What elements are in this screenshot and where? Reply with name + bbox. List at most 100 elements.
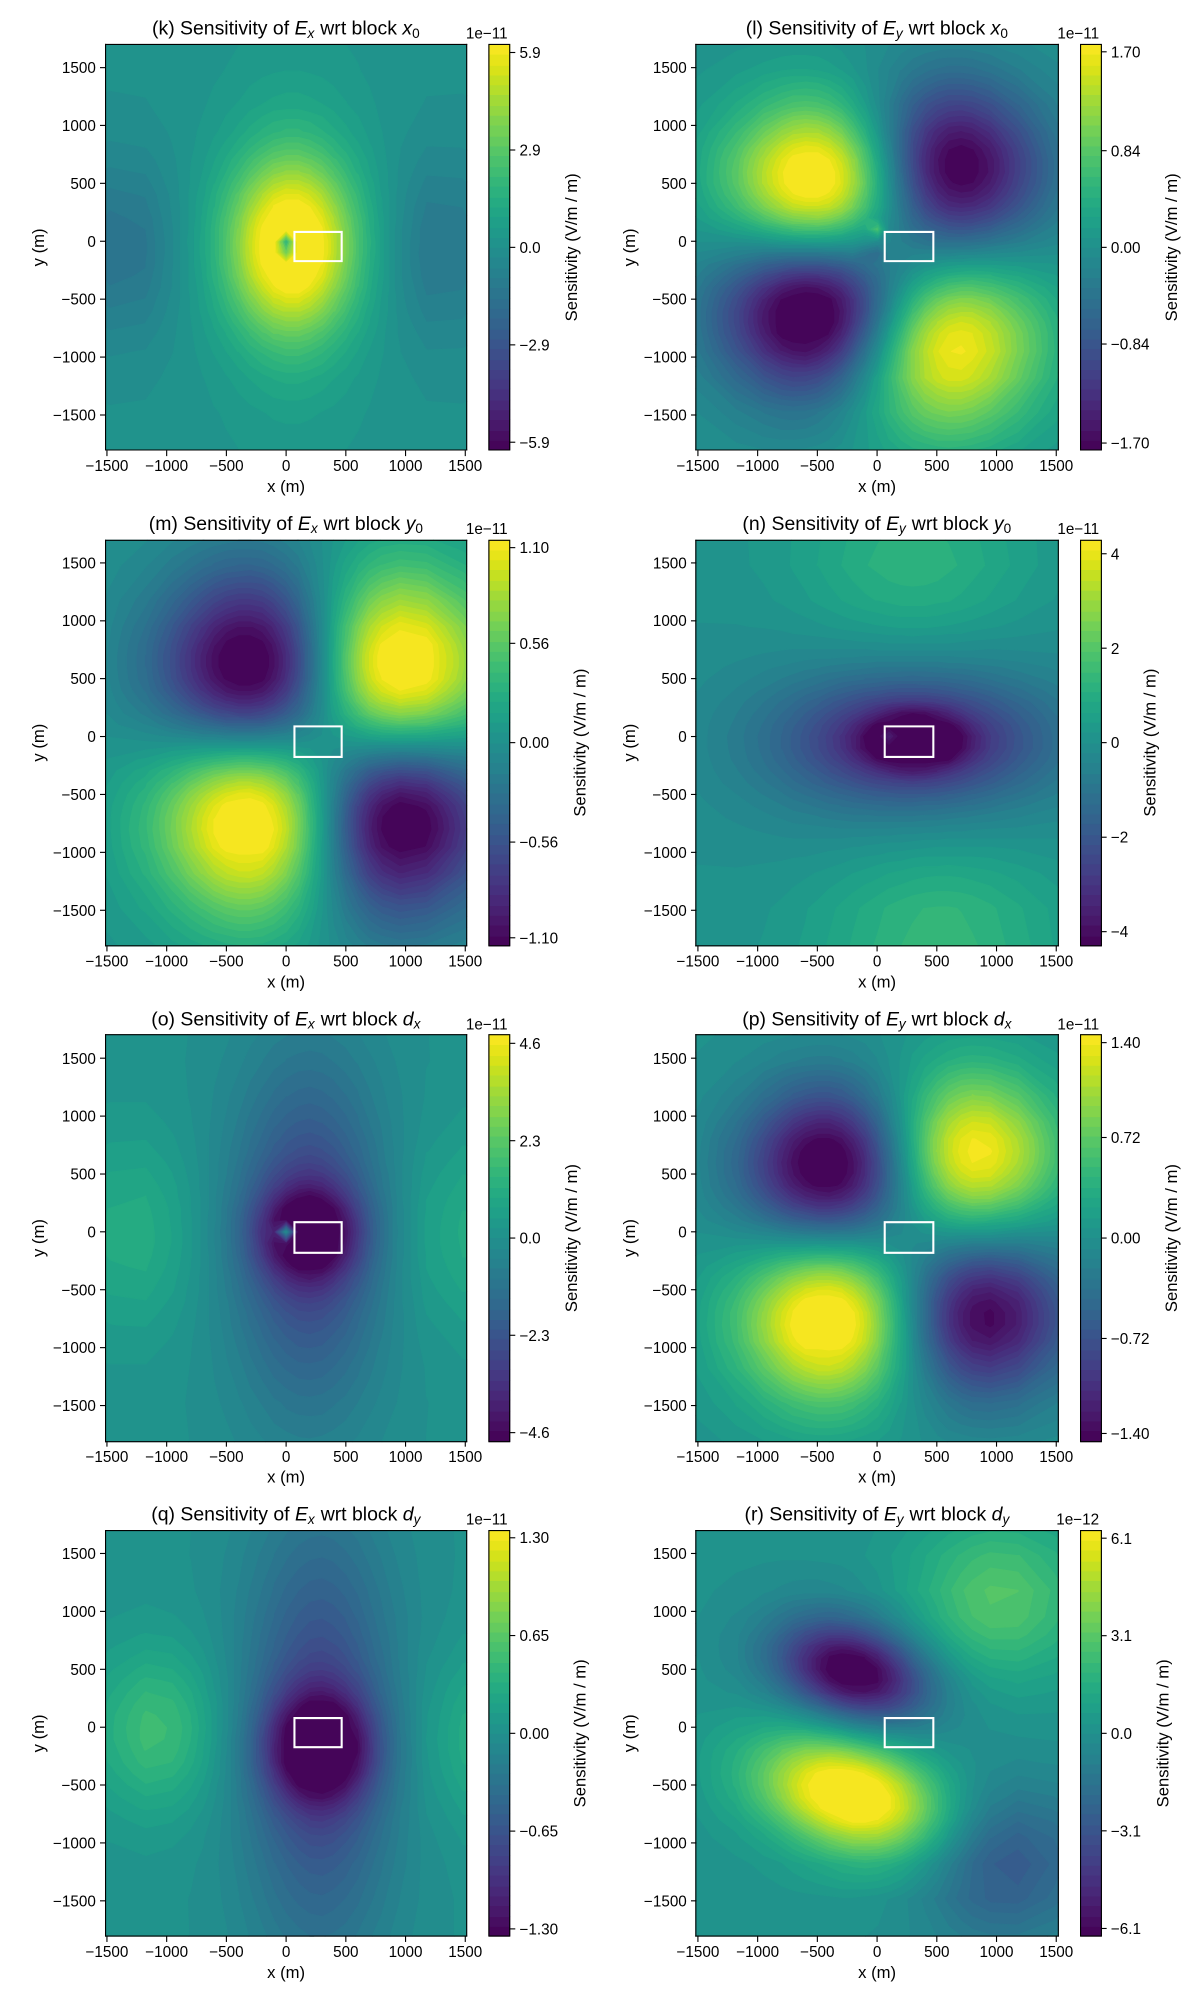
svg-text:−1000: −1000 — [644, 845, 687, 862]
svg-text:1e−12: 1e−12 — [1056, 1512, 1099, 1529]
svg-text:4: 4 — [1111, 546, 1120, 563]
svg-text:−1000: −1000 — [644, 1340, 687, 1357]
svg-text:−1000: −1000 — [53, 845, 96, 862]
svg-text:500: 500 — [70, 671, 95, 688]
svg-text:−1.10: −1.10 — [519, 930, 558, 947]
svg-text:−6.1: −6.1 — [1111, 1921, 1141, 1938]
svg-text:1.30: 1.30 — [519, 1530, 549, 1547]
svg-text:−1500: −1500 — [53, 903, 96, 920]
svg-text:Sensitivity (V/m / m): Sensitivity (V/m / m) — [570, 669, 589, 817]
svg-text:y (m): y (m) — [620, 1714, 639, 1752]
svg-text:−500: −500 — [61, 1282, 95, 1299]
svg-text:y (m): y (m) — [620, 724, 639, 762]
svg-text:2: 2 — [1111, 641, 1119, 658]
svg-text:1000: 1000 — [62, 118, 96, 135]
svg-text:1500: 1500 — [448, 954, 482, 971]
svg-text:5.9: 5.9 — [519, 45, 540, 62]
svg-text:6.1: 6.1 — [1111, 1531, 1132, 1548]
svg-text:−1500: −1500 — [86, 954, 129, 971]
svg-text:−500: −500 — [800, 954, 834, 971]
svg-text:4.6: 4.6 — [519, 1036, 540, 1053]
svg-text:1000: 1000 — [62, 1109, 96, 1126]
svg-text:−4: −4 — [1111, 924, 1129, 941]
svg-text:−1500: −1500 — [53, 1893, 96, 1910]
svg-text:0: 0 — [873, 1449, 882, 1466]
svg-text:( l ) S e n s i t i v i t y: ( l ) S e n s i t i v i t y o f w r t b … — [746, 15, 1009, 43]
svg-text:−1.30: −1.30 — [519, 1921, 558, 1938]
svg-text:0: 0 — [87, 1720, 96, 1737]
svg-text:0: 0 — [678, 234, 687, 251]
svg-text:1500: 1500 — [448, 1944, 482, 1961]
svg-text:−500: −500 — [61, 1778, 95, 1795]
svg-text:−1000: −1000 — [644, 1835, 687, 1852]
svg-text:x (m): x (m) — [858, 972, 896, 991]
svg-text:0: 0 — [87, 234, 96, 251]
svg-text:0.84: 0.84 — [1111, 143, 1141, 160]
svg-text:−1000: −1000 — [145, 458, 188, 475]
svg-text:−0.72: −0.72 — [1111, 1331, 1150, 1348]
svg-text:500: 500 — [924, 954, 949, 971]
svg-text:0: 0 — [282, 1449, 290, 1466]
svg-text:Sensitivity (V/m / m): Sensitivity (V/m / m) — [1153, 1659, 1172, 1807]
svg-text:3.1: 3.1 — [1111, 1628, 1132, 1645]
svg-text:x (m): x (m) — [267, 1963, 305, 1982]
svg-text:−1500: −1500 — [676, 1944, 719, 1961]
svg-text:500: 500 — [661, 1662, 686, 1679]
svg-text:1e−11: 1e−11 — [1057, 521, 1099, 538]
svg-text:−500: −500 — [652, 787, 686, 804]
svg-text:1000: 1000 — [980, 458, 1014, 475]
svg-text:0: 0 — [678, 1224, 687, 1241]
svg-text:0.72: 0.72 — [1111, 1130, 1141, 1147]
svg-text:−2: −2 — [1111, 830, 1128, 847]
svg-text:−500: −500 — [652, 1778, 686, 1795]
svg-text:−500: −500 — [209, 954, 243, 971]
svg-text:Sensitivity (V/m / m): Sensitivity (V/m / m) — [562, 173, 581, 321]
svg-text:−1500: −1500 — [53, 408, 96, 425]
svg-text:2.3: 2.3 — [519, 1133, 540, 1150]
svg-text:Sensitivity (V/m / m): Sensitivity (V/m / m) — [562, 1164, 581, 1312]
svg-text:0.0: 0.0 — [519, 1230, 540, 1247]
svg-text:0: 0 — [87, 1224, 96, 1241]
svg-text:−1000: −1000 — [145, 954, 188, 971]
svg-text:( p ) S e n s i t i v i t y: ( p ) S e n s i t i v i t y o f w r t b … — [742, 1005, 1012, 1033]
svg-text:−1500: −1500 — [644, 1893, 687, 1910]
svg-text:1500: 1500 — [62, 555, 96, 572]
svg-text:1500: 1500 — [653, 1051, 687, 1068]
svg-text:−1000: −1000 — [53, 1835, 96, 1852]
svg-text:−1500: −1500 — [676, 458, 719, 475]
svg-text:−1500: −1500 — [676, 1449, 719, 1466]
svg-text:1500: 1500 — [62, 1051, 96, 1068]
svg-text:−1500: −1500 — [53, 1398, 96, 1415]
svg-text:−1000: −1000 — [736, 458, 779, 475]
svg-text:1e−11: 1e−11 — [466, 1512, 508, 1529]
svg-text:1500: 1500 — [448, 1449, 482, 1466]
svg-text:( q ) S e n s i t i v i t y: ( q ) S e n s i t i v i t y o f w r t b … — [151, 1501, 421, 1529]
svg-text:1500: 1500 — [1039, 458, 1073, 475]
svg-text:−500: −500 — [61, 292, 95, 309]
svg-text:−500: −500 — [800, 1944, 834, 1961]
svg-text:500: 500 — [70, 1166, 95, 1183]
svg-text:1e−11: 1e−11 — [1057, 26, 1099, 43]
svg-text:500: 500 — [333, 954, 358, 971]
svg-text:500: 500 — [661, 1166, 686, 1183]
svg-text:−1000: −1000 — [736, 954, 779, 971]
svg-text:1e−11: 1e−11 — [466, 1016, 508, 1033]
svg-text:−500: −500 — [652, 1282, 686, 1299]
svg-text:−1500: −1500 — [644, 903, 687, 920]
svg-text:1000: 1000 — [980, 954, 1014, 971]
svg-text:−1500: −1500 — [86, 1944, 129, 1961]
svg-text:1500: 1500 — [1039, 1449, 1073, 1466]
svg-text:1000: 1000 — [653, 118, 687, 135]
svg-text:1000: 1000 — [389, 458, 423, 475]
svg-text:−1.40: −1.40 — [1111, 1426, 1150, 1443]
svg-text:1e−11: 1e−11 — [1057, 1016, 1099, 1033]
svg-text:−0.56: −0.56 — [519, 835, 558, 852]
svg-text:500: 500 — [70, 176, 95, 193]
svg-text:−500: −500 — [800, 1449, 834, 1466]
svg-text:−1500: −1500 — [86, 458, 129, 475]
svg-text:0.56: 0.56 — [519, 636, 549, 653]
svg-text:500: 500 — [661, 671, 686, 688]
svg-text:500: 500 — [924, 1449, 949, 1466]
svg-text:0.0: 0.0 — [1111, 1726, 1132, 1743]
svg-text:−500: −500 — [800, 458, 834, 475]
